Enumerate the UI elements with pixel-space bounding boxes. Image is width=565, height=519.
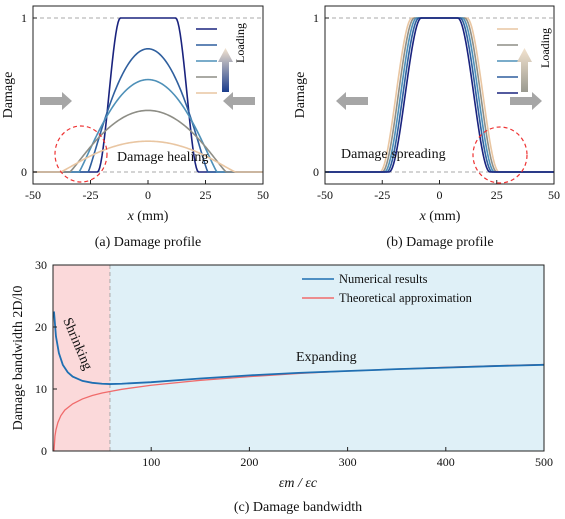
x-tick-label: 50: [548, 188, 560, 202]
series-line-5: [33, 140, 263, 173]
x-tick-label: -50: [25, 188, 41, 202]
panel-c-caption: (c) Damage bandwidth: [234, 500, 362, 515]
series-line-4: [33, 109, 263, 173]
x-tick-label: 200: [240, 455, 258, 469]
legend-label-2: Theoretical approximation: [339, 291, 473, 305]
y-tick-label: 0: [41, 444, 47, 458]
panel-b-ticks: -50 -25 0 25 50 0 1: [313, 11, 560, 202]
panel-a-legend-lines: [196, 28, 217, 94]
panel-a-legend: Loading: [196, 23, 247, 94]
shrinking-region: [53, 265, 110, 451]
panel-c-ticks: 100 200 300 400 500 0 10 20 30: [35, 258, 553, 469]
series-line-numerical: [53, 311, 545, 385]
inward-arrow-right-icon: [223, 92, 255, 110]
healing-zone-circle: [54, 125, 108, 183]
legend-label-1: Numerical results: [339, 272, 428, 286]
panel-a-ticks: -50 -25 0 25 50 0 1: [21, 11, 269, 202]
loading-arrow-icon: [218, 48, 233, 92]
series-line-3: [33, 78, 263, 173]
outward-arrow-left-icon: [336, 92, 368, 110]
panel-b-ylabel: Damage: [293, 72, 308, 119]
outward-arrow-right-icon: [510, 92, 542, 110]
y-tick-label: 20: [35, 320, 47, 334]
panel-c-xlabel: εm / εc: [279, 476, 318, 491]
x-tick-label: -25: [83, 188, 99, 202]
panel-a-ylabel: Damage: [1, 72, 16, 119]
x-tick-label: 100: [142, 455, 160, 469]
x-tick-label: 0: [145, 188, 151, 202]
spreading-zone-circle: [472, 126, 528, 184]
y-tick-label: 0: [21, 165, 27, 179]
panel-c-frame: [52, 264, 545, 452]
y-tick-label: 1: [313, 11, 319, 25]
y-tick-label: 0: [313, 165, 319, 179]
x-tick-label: 300: [339, 455, 357, 469]
panel-b-plot-area: [325, 17, 554, 173]
x-tick-label: -25: [374, 188, 390, 202]
panel-a-annotation: Damage healing: [117, 150, 208, 165]
region-label-expanding: Expanding: [296, 350, 357, 365]
panel-b-caption: (b) Damage profile: [386, 235, 493, 250]
panel-c-legend: Numerical results Theoretical approximati…: [302, 272, 473, 305]
panel-a-plot-area: [33, 17, 263, 173]
panel-c: 100 200 300 400 500 0 10 20 30 Damage bandwidth …: [11, 258, 553, 515]
y-tick-label: 30: [35, 258, 47, 272]
x-tick-label: 400: [437, 455, 455, 469]
panel-a-caption: (a) Damage profile: [95, 235, 202, 250]
panel-b-legend-lines: [497, 28, 518, 94]
panel-b-xlabel: x (mm): [419, 209, 461, 224]
panel-c-plot-area: [53, 311, 545, 452]
y-tick-label: 10: [35, 382, 47, 396]
expanding-region: [109, 265, 545, 451]
x-tick-label: 500: [535, 455, 553, 469]
series-line-1: [33, 17, 263, 173]
panel-b-annotation: Damage spreading: [341, 147, 446, 162]
panel-b: -50 -25 0 25 50 0 1 Damage x (mm) (b) Damage p…: [293, 5, 560, 250]
panel-c-ylabel: Damage bandwidth 2D/l0: [11, 286, 26, 431]
panel-b-legend-label: Loading: [538, 28, 552, 68]
x-tick-label: 50: [257, 188, 269, 202]
series-line-5: [325, 17, 554, 173]
panel-a-legend-label: Loading: [233, 23, 247, 63]
panel-b-legend: Loading: [497, 28, 552, 94]
panel-a-xlabel: x (mm): [127, 209, 169, 224]
x-tick-label: 25: [200, 188, 212, 202]
panel-a: -50 -25 0 25 50 0 1 Damage x (mm) (a) Damage p…: [1, 5, 269, 250]
x-tick-label: -50: [317, 188, 333, 202]
y-tick-label: 1: [21, 11, 27, 25]
x-tick-label: 0: [437, 188, 443, 202]
x-tick-label: 25: [491, 188, 503, 202]
inward-arrow-left-icon: [40, 92, 72, 110]
panel-c-regions: [53, 265, 545, 451]
loading-arrow-icon: [517, 48, 532, 92]
